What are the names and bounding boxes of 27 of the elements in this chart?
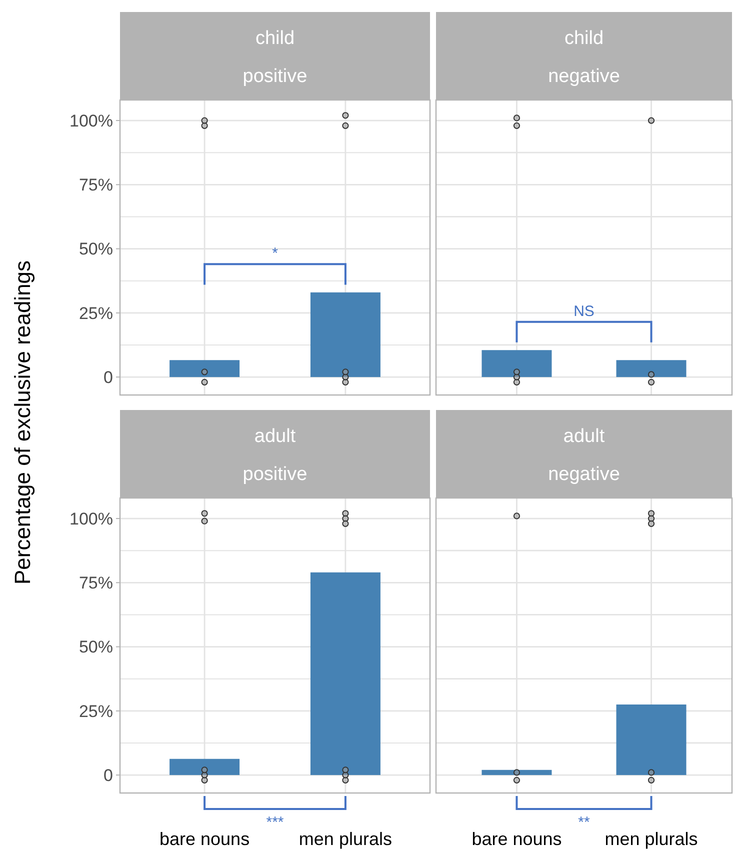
y-axis-title: Percentage of exclusive readings — [10, 260, 35, 585]
chart-subtitle: negative — [548, 66, 620, 87]
y-tick-label: 50% — [78, 240, 113, 259]
y-tick-label: 25% — [78, 702, 113, 721]
chart-title: child — [255, 28, 295, 49]
chart-subtitle: positive — [242, 66, 308, 87]
x-tick-label: bare nouns — [160, 829, 250, 849]
chart-subtitle: positive — [242, 464, 308, 485]
y-tick-label: 100% — [70, 509, 113, 528]
chart-subtitle: negative — [548, 464, 620, 485]
y-tick-label: 50% — [78, 638, 113, 657]
text: ** — [578, 814, 590, 831]
x-tick-label: men plurals — [604, 829, 698, 849]
y-tick-label: 0 — [104, 368, 113, 387]
chart-title: adult — [254, 426, 296, 447]
annotation: * — [272, 245, 278, 262]
x-tick-label: bare nouns — [472, 829, 562, 849]
y-tick-label: 25% — [78, 304, 113, 323]
chart-title: child — [564, 28, 604, 49]
y-tick-label: 100% — [70, 111, 113, 130]
y-tick-label: 0 — [104, 766, 113, 785]
annotation: NS — [574, 302, 594, 320]
y-tick-label: 75% — [78, 176, 113, 195]
x-tick-label: men plurals — [298, 829, 392, 849]
text: *** — [266, 814, 284, 831]
chart-title: adult — [563, 426, 606, 447]
y-tick-label: 75% — [78, 574, 113, 593]
